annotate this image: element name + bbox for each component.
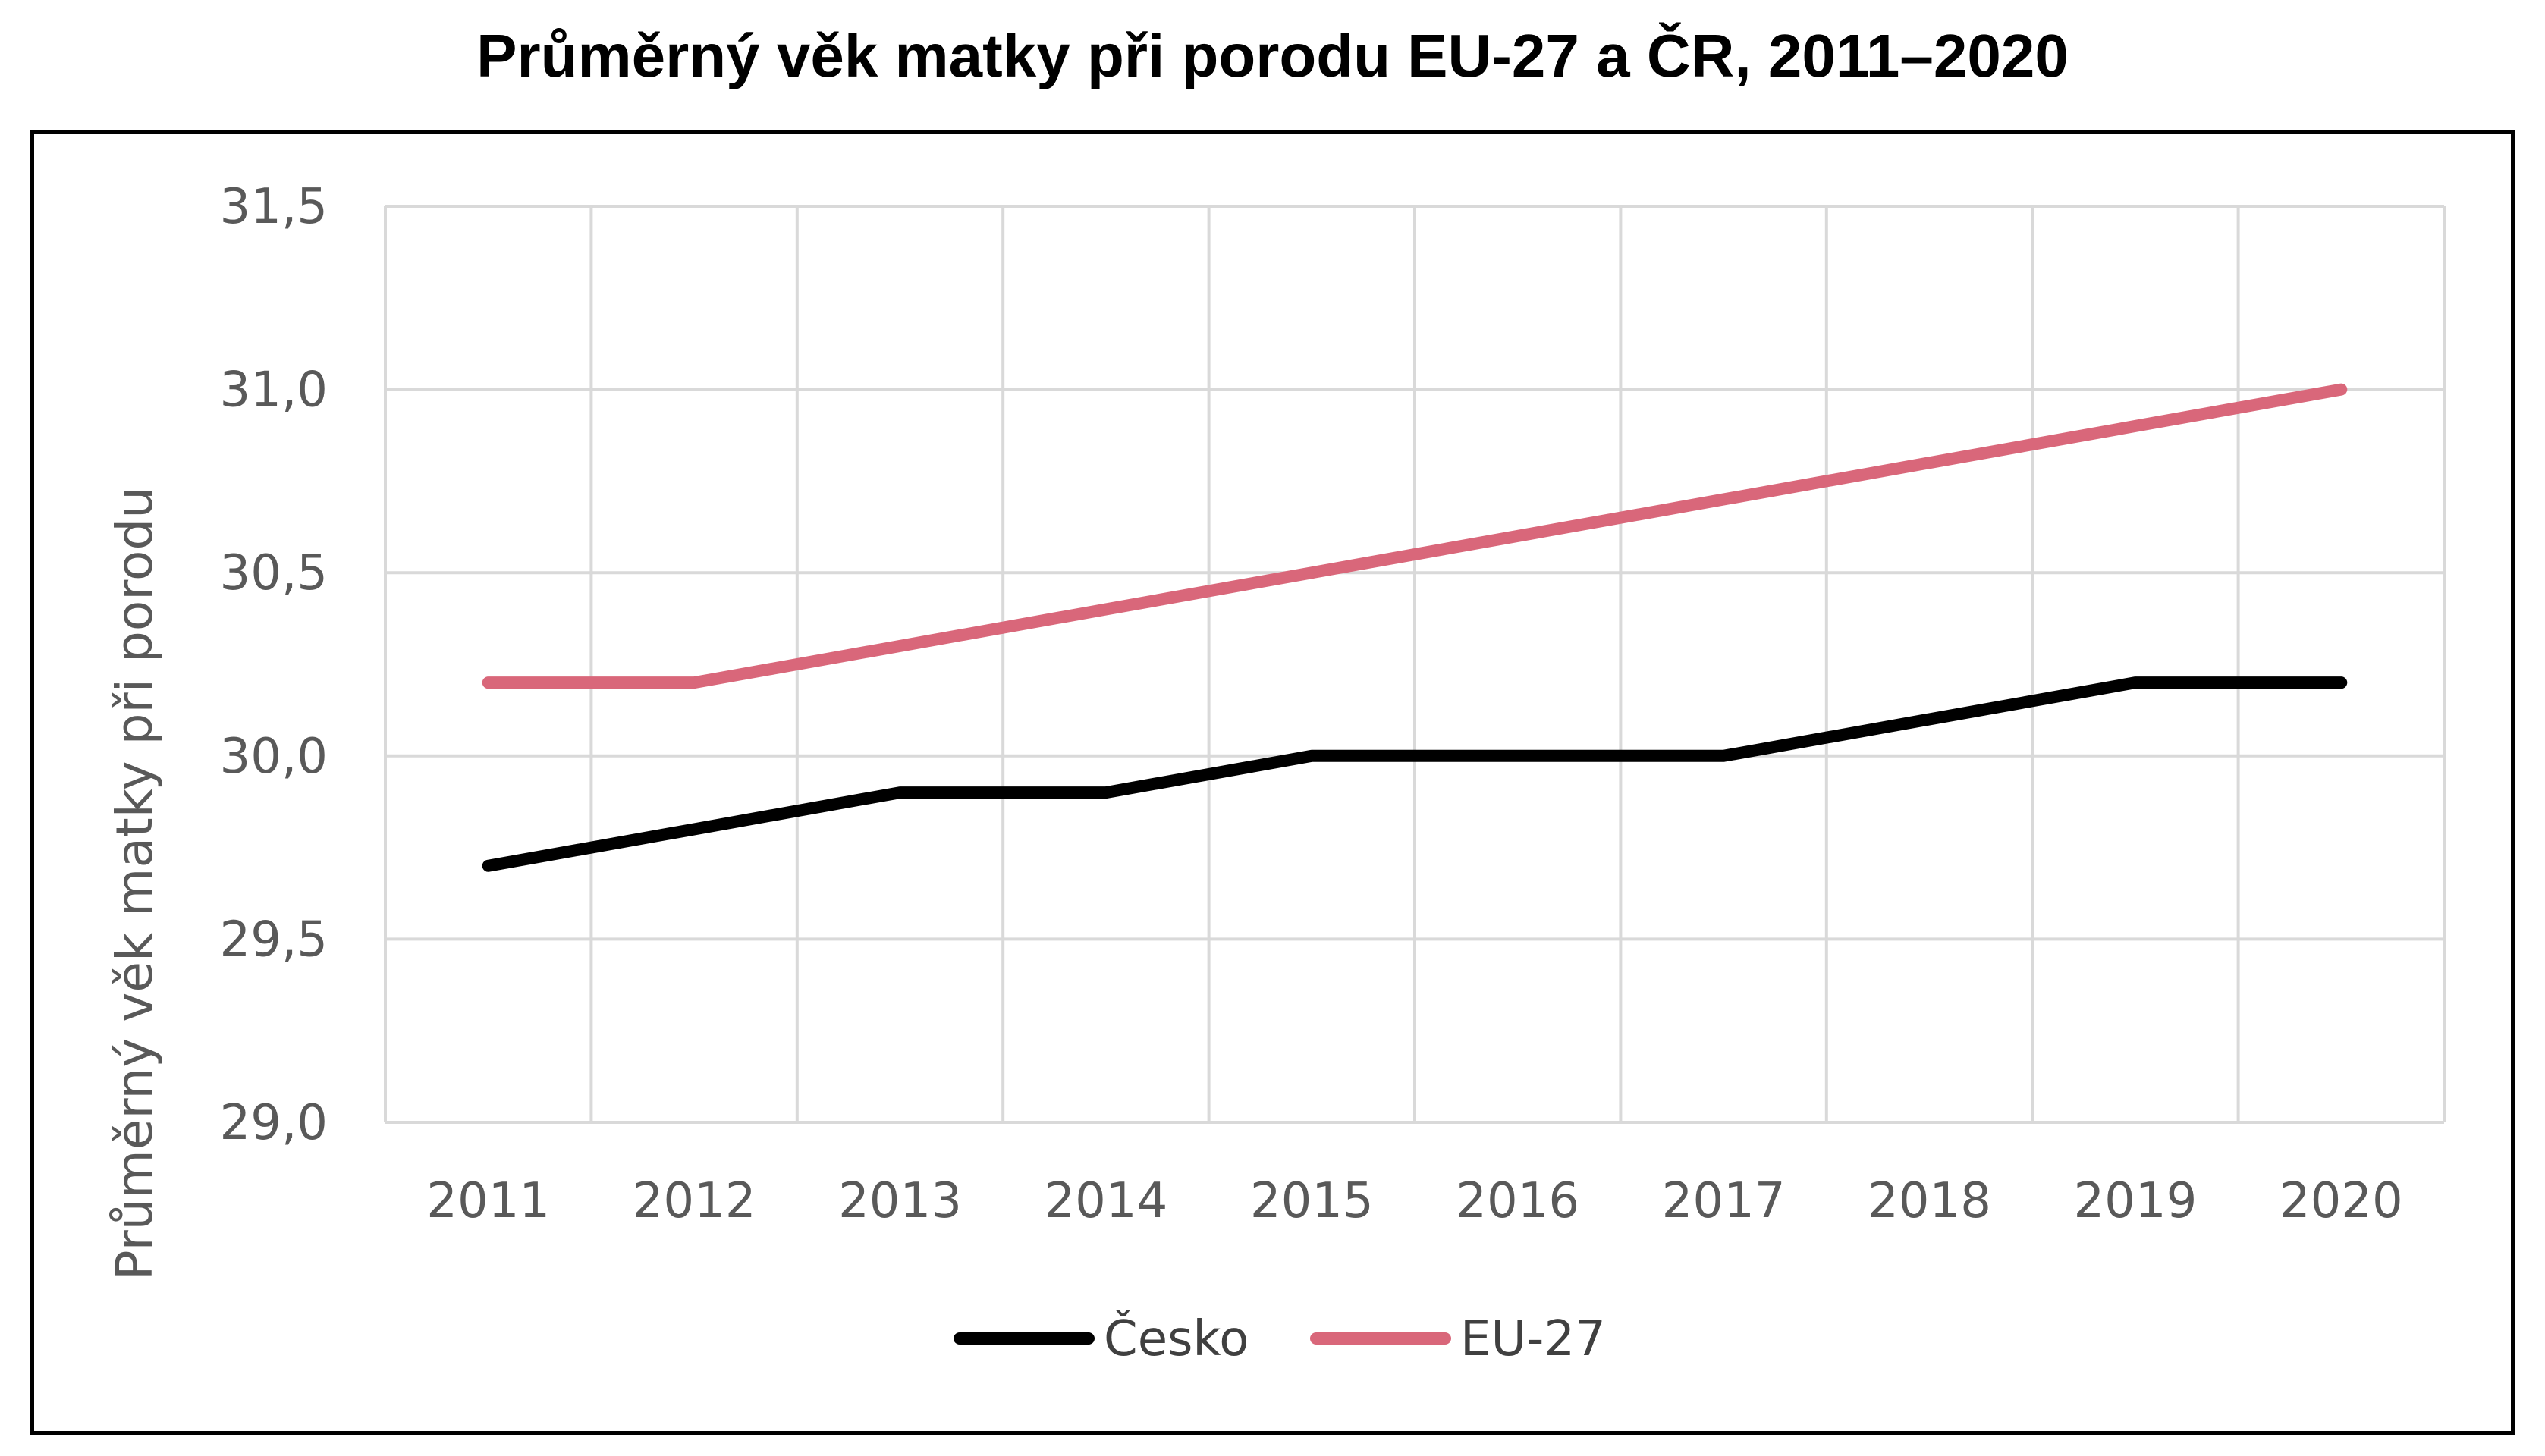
y-tick-label: 29,0 xyxy=(220,1095,328,1151)
series-lines xyxy=(482,383,2348,872)
y-axis-title: Průměrný věk matky při porodu xyxy=(105,487,164,1280)
y-tick-label: 31,0 xyxy=(220,362,328,419)
x-tick-label: 2013 xyxy=(838,1173,962,1229)
y-tick-label: 29,5 xyxy=(220,912,328,968)
x-tick-label: 2014 xyxy=(1044,1173,1167,1229)
x-tick-labels: 2011 2012 2013 2014 2015 2016 2017 2018 2019 2020 xyxy=(426,1173,2402,1229)
y-tick-label: 31,5 xyxy=(220,179,328,235)
series-line-česko xyxy=(482,676,2348,872)
y-tick-label: 30,5 xyxy=(220,545,328,601)
x-tick-label: 2016 xyxy=(1456,1173,1579,1229)
chart-frame xyxy=(30,130,2515,1435)
y-tick-label: 30,0 xyxy=(220,729,328,785)
x-tick-label: 2018 xyxy=(1868,1173,1991,1229)
legend-label: EU-27 xyxy=(1460,1311,1606,1367)
x-tick-label: 2019 xyxy=(2073,1173,2197,1229)
chart-title: Průměrný věk matky při porodu EU-27 a ČR… xyxy=(476,22,2069,89)
legend: Česko EU-27 xyxy=(954,1310,1606,1367)
x-tick-label: 2012 xyxy=(633,1173,756,1229)
x-tick-label: 2020 xyxy=(2280,1173,2403,1229)
x-tick-label: 2015 xyxy=(1250,1173,1374,1229)
x-tick-label: 2011 xyxy=(426,1173,550,1229)
series-line-eu-27 xyxy=(482,383,2348,689)
x-tick-label: 2017 xyxy=(1662,1173,1786,1229)
legend-label: Česko xyxy=(1104,1310,1249,1367)
gridlines xyxy=(384,205,2446,1124)
y-tick-labels: 29,0 29,5 30,0 30,5 31,0 31,5 xyxy=(220,179,328,1151)
